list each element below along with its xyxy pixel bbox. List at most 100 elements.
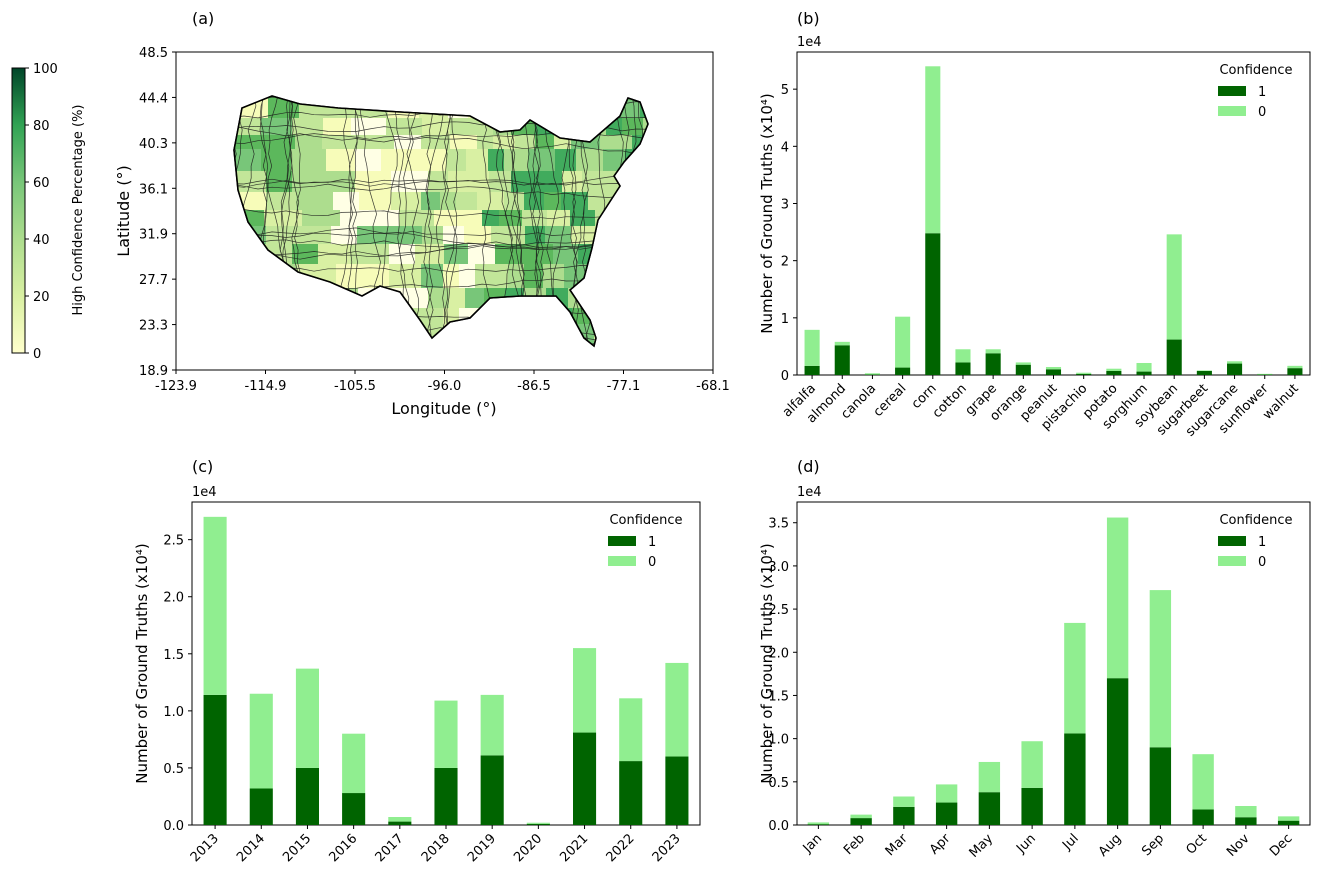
map-region [421, 192, 440, 210]
bar-2023-conf-0 [665, 662, 689, 757]
bar-Oct-conf-1 [1192, 809, 1214, 825]
bar-orange-conf-1 [1015, 364, 1031, 375]
colorbar-tick-label: 0 [33, 347, 41, 362]
map-region [333, 308, 363, 324]
bar-Feb-conf-0 [850, 814, 872, 819]
map-region [322, 135, 357, 149]
map-region [264, 210, 302, 226]
bar-sorghum-conf-1 [1136, 371, 1152, 375]
map-boundary [234, 209, 648, 220]
map-region [468, 96, 496, 118]
map-region [407, 149, 446, 171]
bar-Jul-conf-0 [1064, 622, 1086, 734]
bar-2022-conf-1 [619, 761, 643, 825]
bar-walnut-conf-1 [1287, 368, 1303, 375]
map-boundary [234, 96, 648, 103]
panel-d: (d) 1e4 0.0 0.5 1.0 1.5 2.0 2.5 3.0 3.5 Number of… [758, 457, 1311, 861]
us-outline [233, 95, 649, 348]
map-region [615, 346, 641, 368]
legend-title: Confidence [1219, 63, 1292, 78]
map-region [449, 288, 465, 308]
bar-2014-conf-0 [249, 693, 273, 789]
y-scale-note: 1e4 [797, 35, 822, 50]
map-region [292, 244, 318, 264]
map-region [640, 96, 648, 118]
map-x-ticks: -123.9 -114.9 -105.5 -96.0 -86.5 -77.1 -68.1 [155, 370, 730, 394]
map-region [259, 308, 296, 324]
map-region [333, 192, 359, 210]
colorbar-tick-label: 80 [33, 119, 50, 134]
map-region [336, 264, 363, 288]
panel-c-label: (c) [192, 457, 213, 476]
map-region [610, 192, 630, 210]
map-region [594, 288, 619, 308]
map-region [614, 226, 636, 244]
map-region [492, 264, 508, 288]
map-x-tick-label: -86.5 [517, 379, 551, 394]
x-tick-label: 2017 [373, 831, 407, 865]
bar-Oct-conf-0 [1192, 754, 1214, 810]
x-tick-label: Dec [1267, 831, 1295, 859]
map-region [594, 324, 623, 346]
bar-2022-conf-0 [619, 698, 643, 762]
map-region [623, 324, 642, 346]
map-region [630, 192, 648, 210]
map-region [267, 324, 306, 346]
y-tick-label: 2.0 [163, 591, 184, 606]
map-region [477, 135, 493, 149]
map-region [524, 288, 546, 308]
x-tick-label: Oct [1183, 831, 1210, 858]
map-region [591, 264, 611, 288]
map-region [636, 226, 648, 244]
map-region [616, 135, 632, 149]
map-boundary [444, 96, 459, 346]
bar-sugarcane-conf-1 [1227, 363, 1243, 375]
bar-potato-conf-1 [1106, 370, 1122, 375]
bar-soybean-conf-1 [1166, 339, 1182, 375]
x-tick-label: 2013 [188, 831, 222, 865]
x-tick-label: Feb [841, 831, 868, 858]
map-region [268, 346, 296, 368]
bar-Sep-conf-1 [1149, 747, 1172, 825]
map-boundary [234, 175, 648, 188]
map-region [234, 244, 258, 264]
bar-Apr-conf-1 [935, 802, 958, 825]
map-y-tick-label: 36.1 [139, 182, 168, 197]
map-region [566, 346, 589, 368]
map-region [318, 244, 350, 264]
map-region [296, 192, 333, 210]
bar-sunflower-conf-1 [1257, 374, 1273, 375]
bar-Dec-conf-1 [1277, 820, 1300, 825]
bar-sugarbeet-conf-0 [1196, 370, 1212, 371]
map-region [359, 96, 388, 118]
bar-soybean-conf-0 [1166, 234, 1182, 340]
map-region [456, 192, 477, 210]
map-region [297, 264, 336, 288]
map-boundary [234, 124, 648, 156]
map-region [459, 264, 475, 288]
bar-Feb-conf-1 [850, 818, 872, 825]
map-y-tick-label: 27.7 [139, 273, 168, 288]
bar-2020-conf-1 [526, 823, 550, 825]
map-region [619, 96, 640, 118]
bar-Jul-conf-1 [1064, 733, 1086, 825]
map-y-tick-label: 23.3 [139, 319, 168, 334]
y-tick-label: 1.0 [163, 705, 184, 720]
map-region [590, 308, 614, 324]
map-region [396, 346, 425, 368]
map-region [554, 135, 571, 149]
x-tick-label: 2020 [511, 831, 545, 865]
x-tick-label: May [967, 831, 997, 861]
map-y-axis-label: Latitude (°) [114, 165, 133, 256]
map-region [295, 135, 322, 149]
map-region [292, 118, 323, 135]
y-tick-label: 2.5 [768, 603, 789, 618]
map-region [357, 135, 394, 149]
legend-swatch-1 [1218, 86, 1246, 96]
bar-grape-conf-1 [985, 353, 1001, 375]
y-axis-label: Number of Ground Truths (x10⁴) [758, 543, 776, 783]
map-region [423, 308, 443, 324]
map-region [643, 118, 648, 135]
y-axis-label: Number of Ground Truths (x10⁴) [133, 543, 151, 783]
map-region [611, 264, 632, 288]
